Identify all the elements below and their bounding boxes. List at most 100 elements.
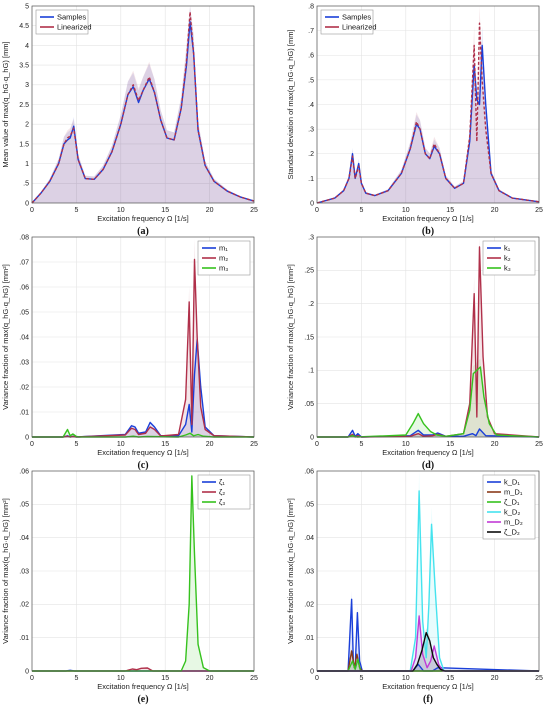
x-tick-label: 15 xyxy=(446,441,454,448)
y-tick-label: 4.5 xyxy=(19,23,29,30)
legend-box xyxy=(482,474,536,540)
x-tick-label: 15 xyxy=(161,441,169,448)
series-band-2 xyxy=(317,358,539,437)
y-tick-label: 0 xyxy=(25,200,29,207)
x-tick-label: 20 xyxy=(491,441,499,448)
y-tick-label: .6 xyxy=(308,53,314,60)
y-tick-label: .5 xyxy=(308,77,314,84)
y-tick-label: .02 xyxy=(19,384,29,391)
legend-entry: Linearized xyxy=(57,23,92,32)
x-tick-label: 0 xyxy=(30,441,34,448)
plot-frame xyxy=(316,236,540,438)
x-tick-label: 20 xyxy=(206,207,214,214)
x-tick-label: 10 xyxy=(402,675,410,682)
legend-entry: m₃ xyxy=(219,264,228,273)
y-tick-label: 4 xyxy=(25,43,29,50)
y-tick-label: 3 xyxy=(25,82,29,89)
y-axis-label: Variance fraction of max(q_hG·q_hG) [mm²… xyxy=(1,264,10,410)
chart-panel-a: 0 5 10 15 20 25 0 .5 1 1.5 2 2.5 3 3.5 4 4.5 5 Excitation… xyxy=(1,3,258,237)
legend-entry: k₃ xyxy=(504,264,511,273)
series-band-1 xyxy=(317,237,539,437)
x-axis-label: Excitation frequency Ω [1/s] xyxy=(382,682,473,691)
x-tick-label: 25 xyxy=(535,207,543,214)
y-tick-label: 3.5 xyxy=(19,63,29,70)
y-tick-label: .01 xyxy=(304,635,314,642)
plot-frame xyxy=(316,5,540,204)
y-tick-label: 5 xyxy=(25,3,29,10)
x-tick-label: 0 xyxy=(30,207,34,214)
y-tick-label: .7 xyxy=(308,28,314,35)
series-band-1 xyxy=(317,6,539,203)
x-tick-label: 15 xyxy=(446,207,454,214)
series-line-1 xyxy=(316,22,540,204)
plot-frame xyxy=(31,236,255,438)
x-tick-label: 25 xyxy=(250,441,258,448)
y-tick-label: .07 xyxy=(19,259,29,266)
x-tick-label: 5 xyxy=(74,207,78,214)
series-line-1 xyxy=(31,11,255,204)
x-tick-label: 5 xyxy=(359,441,363,448)
y-tick-label: .02 xyxy=(304,602,314,609)
y-tick-label: .2 xyxy=(308,151,314,158)
legend-entry: ζ₁ xyxy=(219,478,225,487)
plot-frame xyxy=(31,470,255,672)
legend-entry: k_D₁ xyxy=(504,478,520,487)
y-tick-label: .05 xyxy=(304,401,314,408)
series-line-0 xyxy=(317,428,540,438)
y-tick-label: .3 xyxy=(308,234,314,241)
chart-panel-c: 0 5 10 15 20 25 0 .01 .02 .03 .04 .05 .06 .07 .08 Excit… xyxy=(1,234,258,471)
y-tick-label: 1.5 xyxy=(19,141,29,148)
series-line-5 xyxy=(317,631,539,672)
y-tick-label: 2.5 xyxy=(19,102,29,109)
x-tick-label: 10 xyxy=(117,675,125,682)
legend-entry: m_D₂ xyxy=(504,518,523,527)
chart-panel-e: 0 5 10 15 20 25 0 .01 .02 .03 .04 .05 .06 Excitation … xyxy=(1,468,258,705)
y-tick-label: .03 xyxy=(304,568,314,575)
y-tick-label: .03 xyxy=(19,568,29,575)
series-line-2 xyxy=(317,366,540,438)
y-tick-label: .03 xyxy=(19,359,29,366)
x-tick-label: 25 xyxy=(535,441,543,448)
y-tick-label: .4 xyxy=(308,102,314,109)
x-tick-label: 20 xyxy=(206,675,214,682)
x-tick-label: 0 xyxy=(315,675,319,682)
legend-entry: Linearized xyxy=(342,23,377,32)
x-axis-label: Excitation frequency Ω [1/s] xyxy=(97,448,188,457)
y-tick-label: 0 xyxy=(310,434,314,441)
x-tick-label: 0 xyxy=(315,207,319,214)
panel-label: (d) xyxy=(422,460,434,471)
legend-entry: m₂ xyxy=(219,254,228,263)
x-tick-label: 20 xyxy=(491,675,499,682)
y-tick-label: .06 xyxy=(304,468,314,475)
panel-label: (c) xyxy=(137,460,148,471)
panel-label: (a) xyxy=(137,226,149,237)
y-tick-label: 0 xyxy=(310,668,314,675)
legend-entry: ζ_D₁ xyxy=(504,498,520,507)
y-tick-label: 0 xyxy=(25,668,29,675)
x-axis-label: Excitation frequency Ω [1/s] xyxy=(382,448,473,457)
plot-frame xyxy=(316,470,540,672)
legend-entry: Samples xyxy=(342,13,371,22)
legend-entry: ζ₃ xyxy=(219,498,225,507)
series-line-0 xyxy=(32,338,255,438)
series-line-1 xyxy=(317,246,540,438)
y-tick-label: .04 xyxy=(19,535,29,542)
legend-entry: m₁ xyxy=(219,244,228,253)
y-tick-label: .5 xyxy=(23,181,29,188)
x-axis-label: Excitation frequency Ω [1/s] xyxy=(97,214,188,223)
y-tick-label: .1 xyxy=(308,368,314,375)
x-tick-label: 10 xyxy=(402,207,410,214)
y-axis-label: Variance fraction of max(q_hG·q_hG) [mm²… xyxy=(286,498,295,644)
y-tick-label: .1 xyxy=(308,176,314,183)
x-tick-label: 5 xyxy=(74,675,78,682)
series-band-1 xyxy=(32,238,254,437)
y-tick-label: .01 xyxy=(19,409,29,416)
y-tick-label: 0 xyxy=(25,434,29,441)
x-tick-label: 20 xyxy=(491,207,499,214)
legend-entry: Samples xyxy=(57,13,86,22)
legend-box xyxy=(320,9,374,35)
y-tick-label: .15 xyxy=(304,334,314,341)
x-axis-label: Excitation frequency Ω [1/s] xyxy=(382,214,473,223)
